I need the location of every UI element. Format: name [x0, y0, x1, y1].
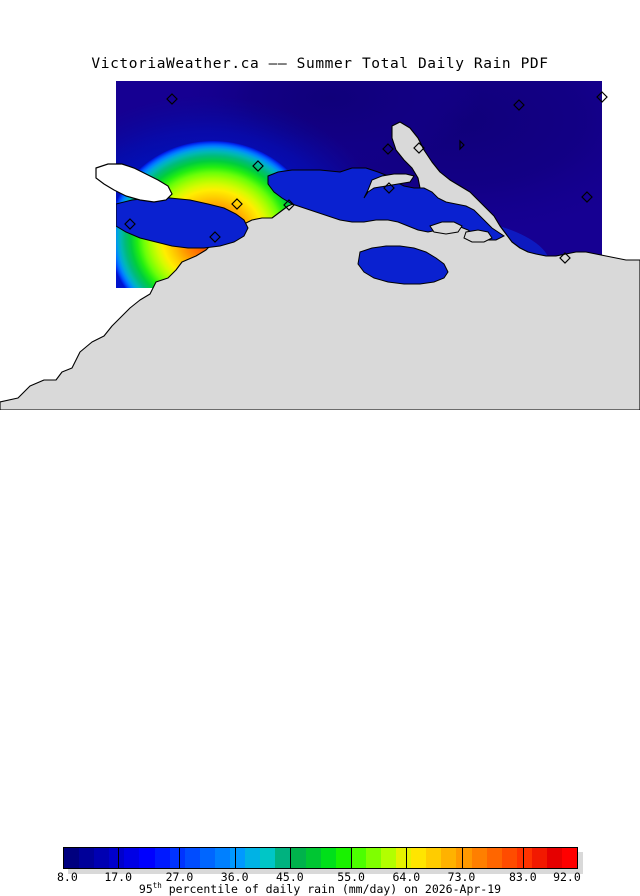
island-small-b — [463, 229, 493, 243]
colorbar-swatch-9 — [199, 848, 215, 868]
station-marker[interactable] — [283, 199, 295, 211]
colorbar-swatch-12 — [245, 848, 261, 868]
colorbar-swatch-6 — [154, 848, 170, 868]
island-west-outline — [95, 163, 173, 203]
map-panel — [0, 80, 640, 410]
colorbar-swatch-3 — [109, 848, 125, 868]
colorbar-swatch-27 — [471, 848, 487, 868]
station-marker[interactable] — [459, 139, 465, 151]
station-marker[interactable] — [231, 198, 243, 210]
station-marker[interactable] — [383, 182, 395, 194]
colorbar-swatch-33 — [562, 848, 577, 868]
colorbar-swatch-10 — [214, 848, 231, 868]
station-marker[interactable] — [124, 218, 136, 230]
colorbar-caption: 95th percentile of daily rain (mm/day) o… — [138, 881, 502, 896]
caption-superscript: th — [152, 881, 162, 890]
inner-bay-water-south — [357, 245, 449, 285]
colorbar-swatch-14 — [275, 848, 291, 868]
station-marker[interactable] — [581, 191, 593, 203]
station-marker[interactable] — [413, 142, 425, 154]
station-marker[interactable] — [252, 160, 264, 172]
station-marker[interactable] — [513, 99, 525, 111]
colorbar-swatch-29 — [501, 848, 517, 868]
colorbar-swatch-24 — [426, 848, 442, 868]
colorbar-swatch-13 — [260, 848, 276, 868]
station-marker[interactable] — [209, 231, 221, 243]
colorbar-swatch-16 — [305, 848, 321, 868]
station-marker[interactable] — [559, 252, 571, 264]
colorbar-swatch-2 — [94, 848, 110, 868]
inner-bay-water-west — [116, 197, 249, 249]
colorbar-swatch-21 — [380, 848, 397, 868]
colorbar-swatch-18 — [335, 848, 351, 868]
colorbar — [63, 847, 578, 869]
colorbar-swatch-7 — [169, 848, 185, 868]
island-north-spit — [363, 173, 415, 199]
station-marker[interactable] — [166, 93, 178, 105]
colorbar-swatch-11 — [230, 848, 246, 868]
colorbar-swatch-23 — [411, 848, 427, 868]
colorbar-swatch-20 — [365, 848, 381, 868]
colorbar-swatch-28 — [486, 848, 502, 868]
island-small-a — [429, 221, 463, 235]
colorbar-swatch-31 — [531, 848, 547, 868]
map-canvas — [0, 81, 640, 410]
colorbar-swatch-32 — [547, 848, 563, 868]
station-marker-clipped[interactable] — [596, 91, 608, 103]
colorbar-swatch-19 — [350, 848, 366, 868]
colorbar-swatch-25 — [441, 848, 457, 868]
land-geography — [0, 121, 640, 410]
colorbar-swatch-1 — [79, 848, 95, 868]
colorbar-swatch-17 — [320, 848, 336, 868]
colorbar-swatch-8 — [184, 848, 200, 868]
page-title: VictoriaWeather.ca —— Summer Total Daily… — [91, 56, 549, 72]
station-markers — [124, 91, 608, 264]
colorbar-swatch-22 — [396, 848, 412, 868]
station-marker[interactable] — [382, 143, 394, 155]
colorbar-swatch-30 — [516, 848, 532, 868]
colorbar-panel: 8.0 17.0 27.0 36.0 45.0 55.0 64.0 73.0 83.0 92.0 … — [0, 420, 640, 896]
colorbar-swatch-15 — [290, 848, 306, 868]
colorbar-swatch-5 — [139, 848, 155, 868]
weather-map-page: VictoriaWeather.ca —— Summer Total Daily… — [0, 56, 640, 896]
colorbar-swatch-4 — [124, 848, 140, 868]
colorbar-swatch-0 — [64, 848, 80, 868]
colorbar-swatch-26 — [456, 848, 472, 868]
